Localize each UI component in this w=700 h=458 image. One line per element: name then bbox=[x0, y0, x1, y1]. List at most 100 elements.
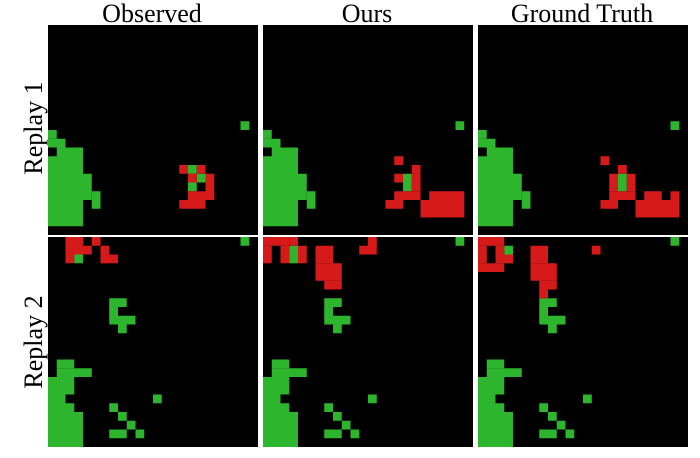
cell bbox=[478, 377, 505, 395]
cell bbox=[539, 280, 557, 290]
cell bbox=[83, 173, 92, 183]
cell bbox=[455, 121, 465, 130]
cell bbox=[298, 245, 307, 264]
cell bbox=[609, 191, 636, 200]
cell bbox=[626, 173, 636, 183]
cell bbox=[333, 324, 342, 334]
cell bbox=[263, 156, 298, 183]
cell bbox=[126, 420, 136, 430]
cell bbox=[188, 165, 197, 174]
cell bbox=[478, 263, 505, 272]
cell bbox=[65, 254, 75, 264]
cell bbox=[521, 191, 531, 209]
cell bbox=[530, 263, 557, 281]
cell bbox=[56, 359, 75, 369]
cell bbox=[565, 429, 575, 439]
cell bbox=[600, 156, 610, 165]
cell bbox=[635, 200, 680, 218]
cell bbox=[263, 394, 281, 412]
cell bbox=[109, 298, 127, 307]
cell bbox=[109, 429, 127, 439]
cell bbox=[263, 412, 298, 447]
cell bbox=[548, 324, 557, 334]
cell bbox=[179, 200, 206, 209]
cell bbox=[429, 191, 456, 200]
cell bbox=[548, 315, 566, 325]
cell bbox=[403, 173, 412, 183]
cell bbox=[315, 263, 342, 281]
cell bbox=[280, 245, 290, 264]
cell bbox=[48, 377, 75, 395]
cell bbox=[135, 429, 145, 439]
cell bbox=[495, 245, 505, 264]
cell bbox=[539, 429, 557, 439]
cell bbox=[298, 173, 307, 183]
cell bbox=[205, 173, 215, 183]
cell bbox=[394, 173, 403, 183]
cell bbox=[83, 245, 92, 255]
cell bbox=[263, 138, 281, 148]
cell bbox=[478, 412, 513, 447]
cell bbox=[670, 237, 680, 246]
cell bbox=[48, 182, 92, 200]
cell bbox=[403, 182, 412, 192]
cell bbox=[548, 412, 557, 421]
cell bbox=[455, 191, 465, 200]
cell bbox=[91, 237, 101, 246]
cell bbox=[179, 165, 188, 174]
cell bbox=[306, 191, 316, 209]
cell bbox=[644, 191, 662, 200]
cell bbox=[478, 245, 487, 264]
cell bbox=[670, 191, 680, 200]
cell bbox=[478, 200, 513, 227]
cell bbox=[240, 237, 250, 246]
cell bbox=[56, 368, 92, 377]
cell bbox=[478, 237, 505, 246]
cell bbox=[368, 237, 377, 255]
cell bbox=[65, 403, 75, 412]
cell bbox=[118, 315, 136, 325]
cell bbox=[530, 245, 548, 264]
cell bbox=[289, 237, 298, 246]
cell bbox=[324, 298, 342, 307]
cell bbox=[359, 245, 368, 255]
cell bbox=[478, 130, 487, 139]
cell bbox=[478, 394, 496, 412]
cell bbox=[188, 173, 197, 183]
cell bbox=[263, 245, 272, 264]
cell bbox=[48, 394, 66, 412]
cell bbox=[153, 394, 162, 404]
cell bbox=[618, 173, 627, 183]
cell bbox=[240, 121, 250, 130]
cell bbox=[486, 368, 522, 377]
cell bbox=[333, 315, 351, 325]
cell bbox=[324, 307, 333, 325]
cell bbox=[188, 182, 197, 192]
cell bbox=[263, 130, 272, 139]
cell bbox=[48, 412, 83, 447]
cell bbox=[333, 412, 342, 421]
cell bbox=[556, 420, 566, 430]
cell bbox=[618, 165, 627, 174]
cell bbox=[289, 245, 298, 264]
cell bbox=[618, 182, 627, 192]
cell bbox=[109, 403, 118, 412]
cell bbox=[205, 182, 215, 200]
cell bbox=[280, 403, 290, 412]
cell bbox=[495, 403, 505, 412]
cell bbox=[385, 200, 403, 209]
cell bbox=[455, 237, 465, 246]
cell bbox=[48, 130, 57, 139]
cell bbox=[368, 394, 377, 404]
cell bbox=[478, 138, 496, 148]
cell bbox=[48, 138, 66, 148]
cell bbox=[539, 307, 548, 325]
cell bbox=[504, 254, 513, 264]
cell bbox=[188, 191, 215, 200]
cell bbox=[263, 182, 307, 200]
cell bbox=[420, 200, 465, 218]
cell bbox=[324, 429, 342, 439]
cell bbox=[591, 245, 601, 255]
cell bbox=[513, 173, 522, 183]
